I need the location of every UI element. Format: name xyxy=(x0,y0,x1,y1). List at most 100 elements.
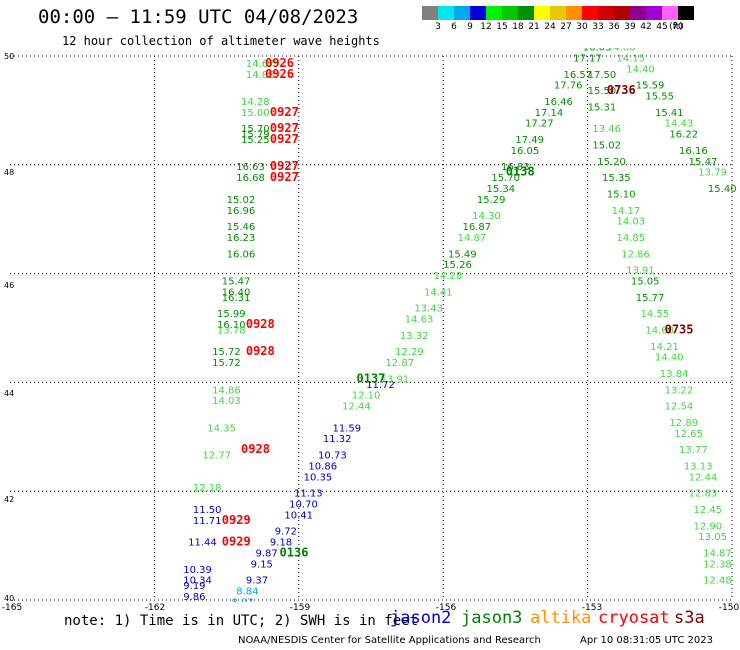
lon-label-162: -162 xyxy=(144,603,166,613)
swh-value-label: 17.27 xyxy=(525,119,554,130)
sat-label-cryosat: cryosat xyxy=(598,608,670,628)
swh-value-label: 9.87 xyxy=(255,548,277,559)
color-scale-label: 36 xyxy=(608,22,620,32)
swh-value-label: 13.43 xyxy=(414,304,443,315)
swh-value-label: 12.18 xyxy=(193,483,222,494)
swh-value-label: 17.17 xyxy=(573,53,602,64)
swh-value-label: 14.15 xyxy=(616,53,645,64)
swh-value-label: 15.10 xyxy=(607,189,636,200)
color-scale-unit: (ft) xyxy=(669,22,683,32)
pass-time-label: 0139 xyxy=(626,0,655,10)
color-swatch xyxy=(646,6,662,20)
swh-value-label: 11.13 xyxy=(294,489,323,500)
swh-value-label: 15.25 xyxy=(241,135,270,146)
swh-value-label: 15.47 xyxy=(689,157,718,168)
swh-value-label: 12.86 xyxy=(621,249,650,260)
swh-value-label: 14.88 xyxy=(246,70,275,81)
swh-value-label: 15.02 xyxy=(592,140,621,151)
swh-value-label: 16.22 xyxy=(669,130,698,141)
swh-value-label: 15.55 xyxy=(645,92,674,103)
color-scale-label: 6 xyxy=(451,22,457,32)
swh-value-label: 11.71 xyxy=(193,516,222,527)
color-swatch xyxy=(470,6,486,20)
swh-value-label: 15.02 xyxy=(227,195,256,206)
swh-value-label: 15.41 xyxy=(655,108,684,119)
swh-value-label: 15.50 xyxy=(588,86,617,97)
swh-value-label: 14.03 xyxy=(616,217,645,228)
swh-value-label: 12.44 xyxy=(689,472,718,483)
lat-label-48: 48 xyxy=(4,168,15,177)
swh-value-label: 14.64 xyxy=(549,0,578,10)
swh-value-label: 11.32 xyxy=(323,434,352,445)
swh-value-label: 14.55 xyxy=(641,309,670,320)
color-scale-label: 39 xyxy=(624,22,636,32)
swh-value-label: 16.91 xyxy=(592,0,621,10)
pass-time-label: 0137 xyxy=(357,371,386,385)
swh-value-label: 17.51 xyxy=(583,32,612,43)
swh-value-label: 15.34 xyxy=(487,184,516,195)
swh-value-label: 15.72 xyxy=(212,358,241,369)
swh-value-label: 14.21 xyxy=(650,342,679,353)
swh-value-label: 12.45 xyxy=(693,505,722,516)
swh-value-label: 17.50 xyxy=(588,70,617,81)
swh-value-label: 10.41 xyxy=(284,510,313,521)
pass-time-label: 0928 xyxy=(246,317,275,331)
color-swatch xyxy=(502,6,518,20)
swh-value-label: 10.35 xyxy=(304,472,333,483)
swh-value-label: 11.59 xyxy=(332,423,361,434)
pass-time-label: 0927 xyxy=(270,170,299,184)
lat-label-50: 50 xyxy=(4,52,15,61)
color-scale-label: 30 xyxy=(576,22,588,32)
swh-value-label: 16.83 xyxy=(501,162,530,173)
swh-value-label: 10.73 xyxy=(318,451,347,462)
swh-value-label: 9.37 xyxy=(246,576,268,587)
swh-value-label: 10.86 xyxy=(308,461,337,472)
swh-value-label: 9.72 xyxy=(275,527,297,538)
color-scale-label: 24 xyxy=(544,22,556,32)
pass-time-label: 0735 xyxy=(665,322,694,336)
color-swatch xyxy=(598,6,614,20)
swh-value-label: 15.29 xyxy=(477,195,506,206)
swh-value-label: 16.23 xyxy=(227,233,256,244)
swh-value-label: 12.44 xyxy=(342,402,371,413)
pass-time-label: 0929 xyxy=(222,535,251,549)
pass-time-label: 0138 xyxy=(506,165,535,179)
sat-label-jason2: jason2 xyxy=(390,608,452,628)
pass-time-label: 0136 xyxy=(280,545,309,559)
color-scale-label: 18 xyxy=(512,22,524,32)
swh-value-label: 12.87 xyxy=(385,358,414,369)
pass-time-label: 0927 xyxy=(270,132,299,146)
pass-time-label: 0927 xyxy=(270,121,299,135)
lat-label-46: 46 xyxy=(4,281,15,290)
swh-value-label: 14.17 xyxy=(612,206,641,217)
swh-value-label: 15.72 xyxy=(212,347,241,358)
swh-value-label: 16.87 xyxy=(462,222,491,233)
swh-value-label: 12.77 xyxy=(203,451,232,462)
swh-value-label: 12.90 xyxy=(693,521,722,532)
swh-value-label: 16.05 xyxy=(511,146,540,157)
swh-value-label: 14.35 xyxy=(207,423,236,434)
color-scale-label: 9 xyxy=(467,22,473,32)
credit-text: NOAA/NESDIS Center for Satellite Applica… xyxy=(238,635,541,646)
lat-label-44: 44 xyxy=(4,389,15,398)
lon-label-153: -153 xyxy=(581,603,603,613)
swh-value-label: 14.43 xyxy=(665,119,694,130)
page-title: 00:00 — 11:59 UTC 04/08/2023 xyxy=(38,6,359,28)
swh-value-label: 15.00 xyxy=(241,108,270,119)
color-swatch xyxy=(454,6,470,20)
sat-label-s3a: s3a xyxy=(674,608,705,628)
lon-label-165: -165 xyxy=(1,603,23,613)
swh-value-label: 15.70 xyxy=(491,173,520,184)
swh-value-label: 9.86 xyxy=(183,592,205,603)
swh-value-label: 16.96 xyxy=(227,206,256,217)
color-scale-label: 33 xyxy=(592,22,604,32)
swh-value-label: 15.31 xyxy=(588,102,617,113)
swh-value-label: 14.87 xyxy=(458,233,487,244)
swh-value-label: 14.63 xyxy=(405,315,434,326)
swh-value-label: 8.84 xyxy=(236,587,258,598)
swh-value-label: 13.91 xyxy=(626,266,655,277)
lon-label-150: -150 xyxy=(718,603,740,613)
lat-label-42: 42 xyxy=(4,495,15,504)
